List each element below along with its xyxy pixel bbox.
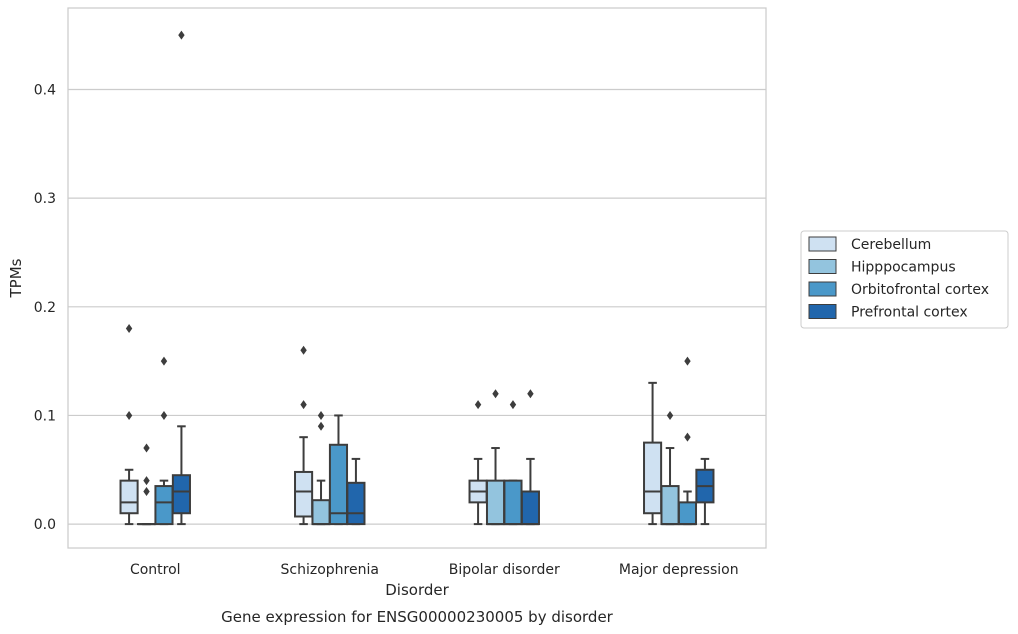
y-tick-label: 0.3	[34, 191, 56, 207]
legend-swatch	[808, 259, 837, 274]
outlier-point	[125, 324, 133, 334]
legend-label: Hipppocampus	[851, 260, 956, 276]
y-axis-label: TPMs	[7, 258, 25, 298]
box-1-3	[346, 457, 366, 526]
box-body	[328, 443, 349, 526]
outlier-point	[317, 410, 325, 420]
outlier-point	[684, 356, 691, 366]
x-tick-label: Bipolar disorder	[449, 562, 560, 578]
box-body	[643, 441, 663, 515]
outlier-point	[684, 432, 691, 442]
x-axis-label: Disorder	[385, 581, 449, 599]
outlier-point	[474, 400, 482, 410]
legend-swatch	[808, 304, 837, 319]
x-tick-label: Schizophrenia	[281, 562, 379, 578]
x-tick-label: Major depression	[619, 562, 739, 578]
box-1-0	[294, 345, 314, 526]
outlier-point	[143, 476, 150, 486]
legend-swatch	[808, 236, 837, 252]
outlier-point	[527, 389, 534, 399]
outlier-point	[160, 410, 168, 420]
outlier-point	[666, 410, 674, 420]
box-body	[154, 485, 174, 526]
box-body	[294, 470, 314, 518]
y-tick-label: 0.4	[34, 82, 56, 98]
outlier-point	[143, 443, 150, 453]
outlier-point	[160, 356, 168, 366]
plot-frame	[67, 7, 767, 549]
box-0-3	[171, 30, 191, 526]
legend-label: Cerebellum	[851, 237, 931, 253]
box-0-2	[154, 356, 174, 526]
box-0-1	[136, 443, 157, 526]
box-3-2	[677, 356, 698, 526]
outlier-point	[300, 345, 307, 355]
box-body	[119, 479, 139, 515]
box-body	[503, 479, 523, 526]
y-tick-label: 0.2	[34, 300, 56, 316]
legend: Cerebellum Hipppocampus Orbitofrontal cort…	[800, 230, 1009, 329]
outlier-point	[178, 30, 185, 40]
box-0-0	[119, 324, 139, 526]
box-body	[311, 499, 331, 526]
outlier-point	[509, 400, 517, 410]
legend-label: Orbitofrontal cortex	[851, 282, 989, 298]
box-body	[346, 481, 366, 526]
x-tick-label: Control	[130, 562, 181, 578]
box-body	[677, 501, 698, 526]
legend-frame	[800, 230, 1009, 329]
box-2-0	[468, 400, 488, 526]
outlier-point	[125, 410, 133, 420]
box-3-3	[695, 457, 715, 526]
outlier-point	[317, 421, 325, 431]
outlier-point	[143, 487, 150, 497]
box-body	[660, 485, 680, 526]
y-tick-label: 0.0	[34, 517, 56, 533]
legend-swatch	[808, 281, 837, 297]
y-tick-labels: 0.0 0.1 0.2 0.3 0.4	[34, 82, 56, 533]
legend-label: Prefrontal cortex	[851, 305, 968, 321]
box-3-1	[660, 410, 680, 526]
y-tick-label: 0.1	[34, 408, 56, 424]
outlier-point	[300, 400, 307, 410]
box-2-3	[520, 389, 540, 526]
box-2-1	[485, 389, 506, 526]
box-body	[171, 474, 191, 515]
box-3-0	[643, 381, 663, 526]
box-plots	[119, 30, 715, 526]
x-tick-labels: Control Schizophrenia Bipolar disorder Majo…	[130, 562, 739, 578]
box-body	[485, 479, 506, 526]
chart-caption: Gene expression for ENSG00000230005 by d…	[221, 608, 614, 626]
box-body	[520, 490, 540, 526]
outlier-point	[492, 389, 499, 399]
